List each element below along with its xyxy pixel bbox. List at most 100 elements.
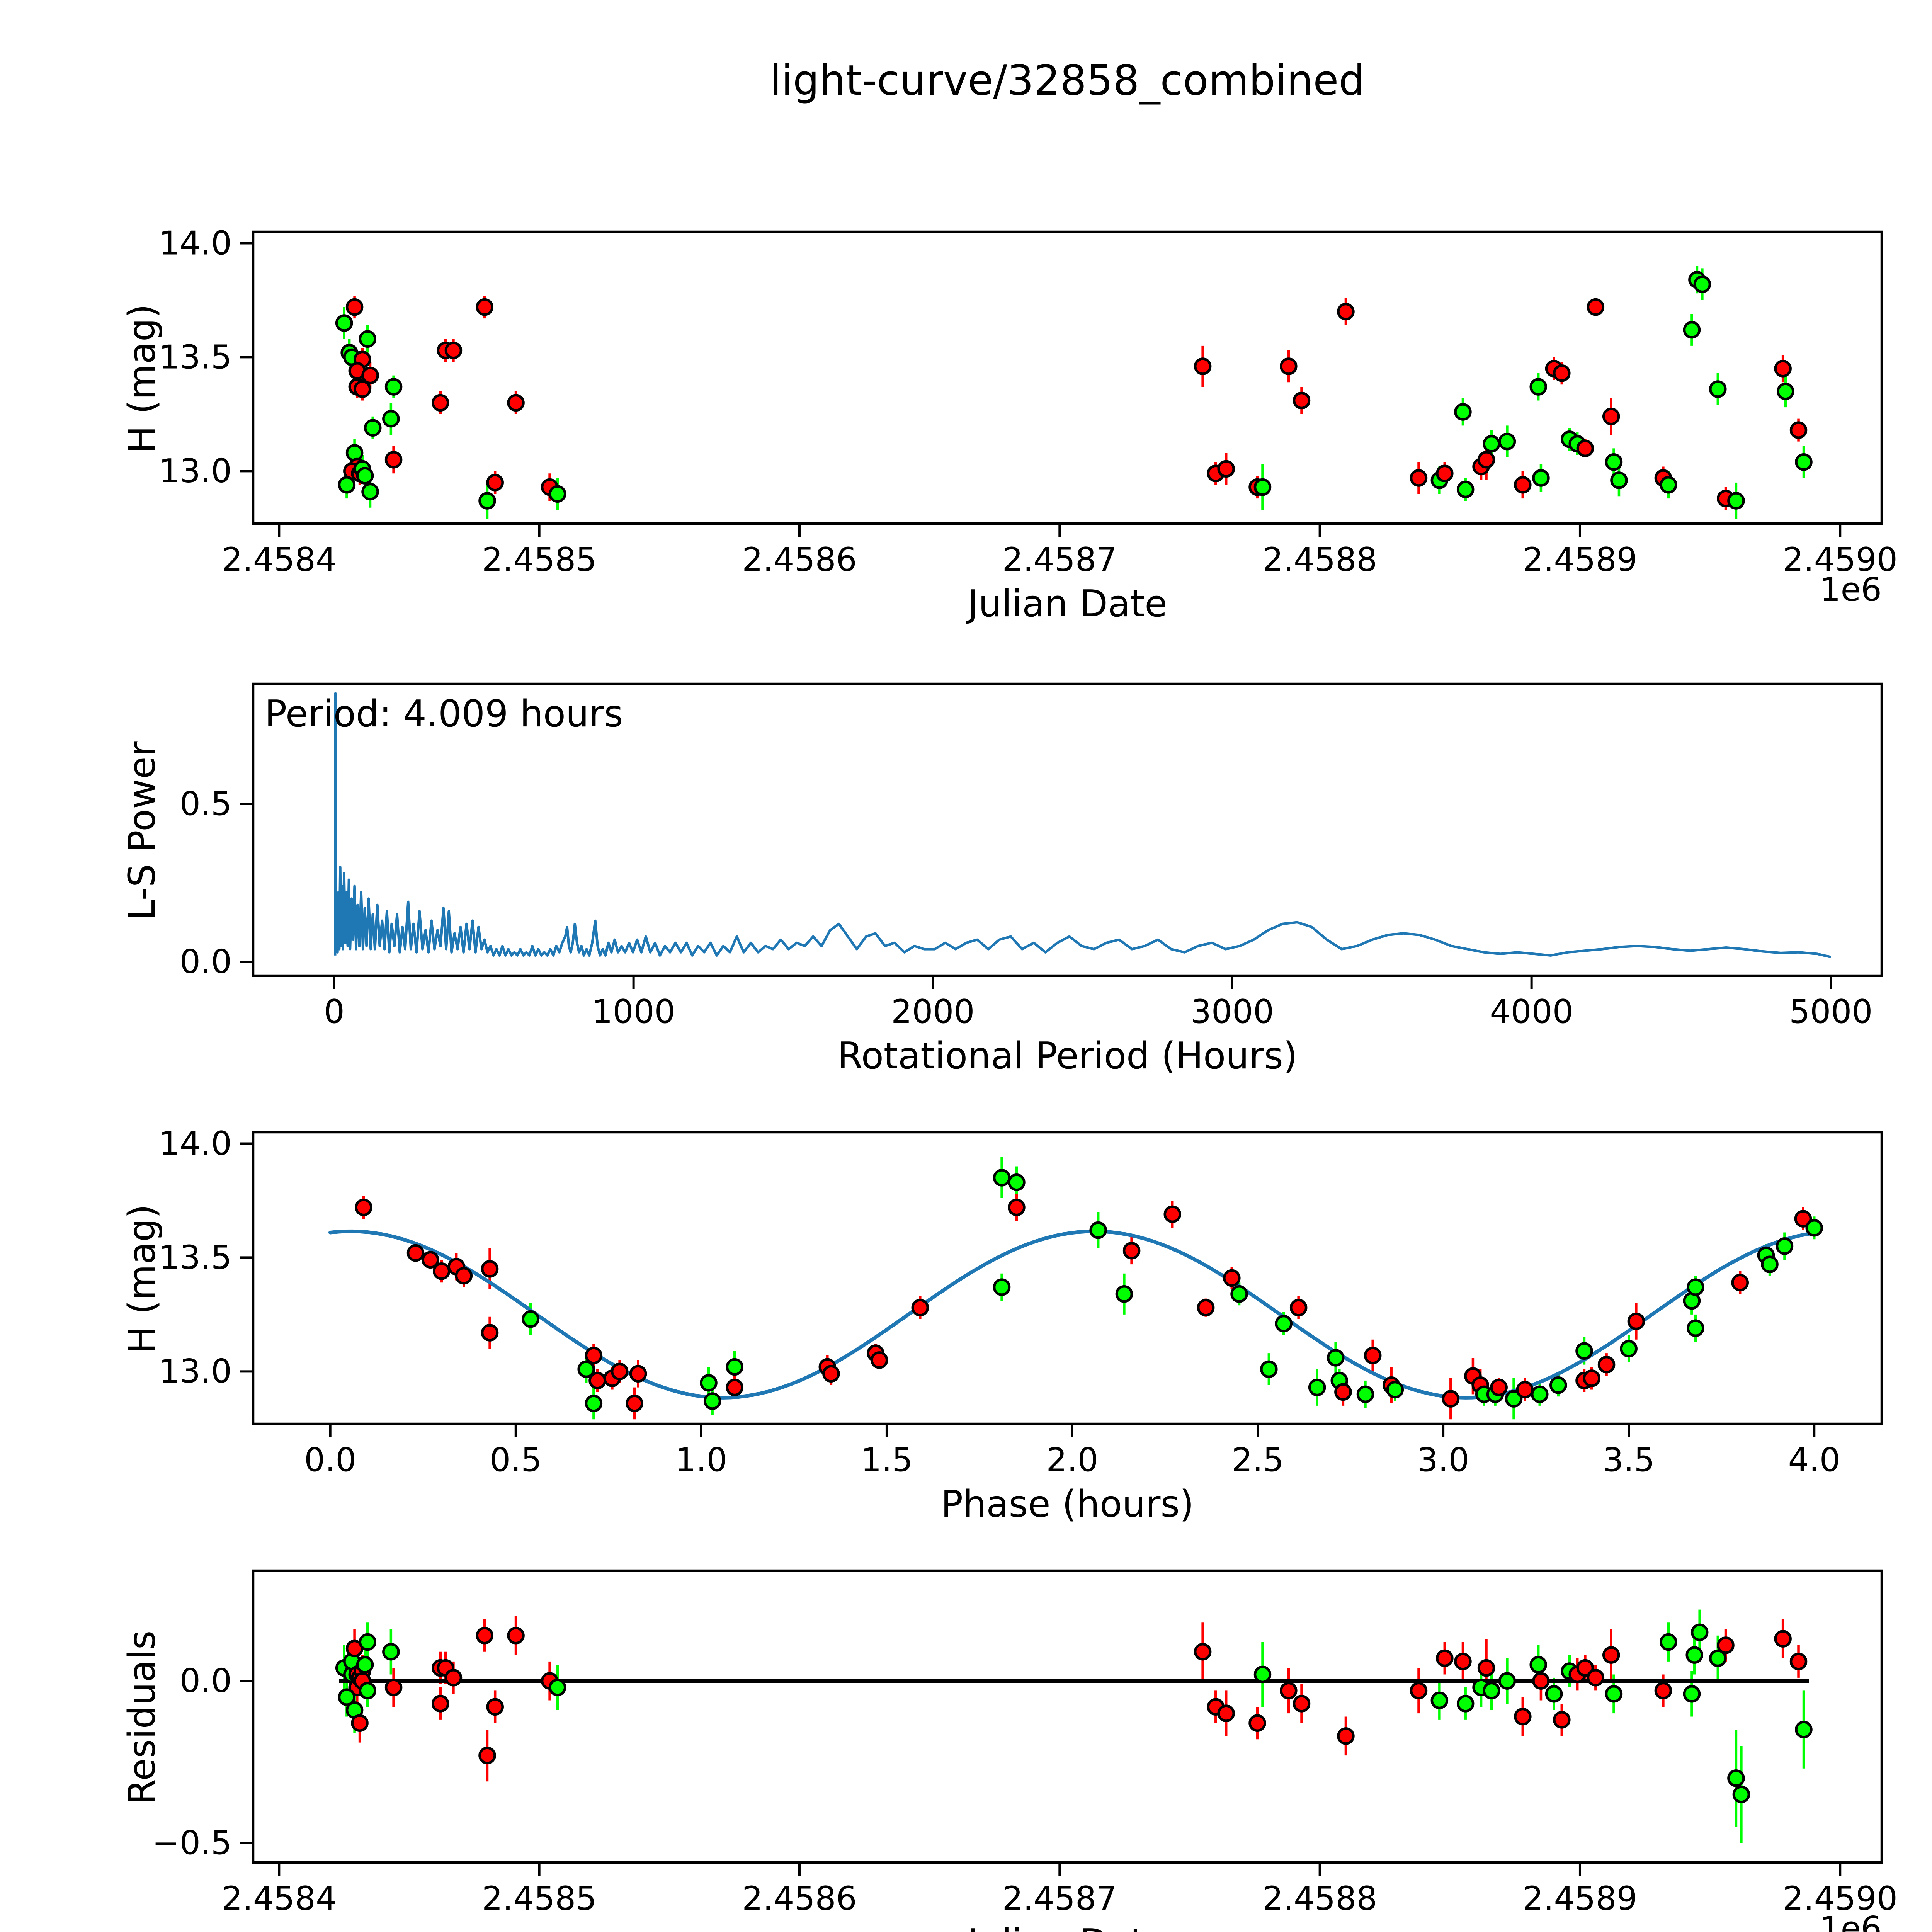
y-tick-label: 13.0 xyxy=(159,452,232,490)
data-point xyxy=(1436,464,1454,482)
y-tick-label: 0.0 xyxy=(180,1662,232,1700)
data-point xyxy=(444,1669,463,1687)
data-point xyxy=(1605,1685,1623,1703)
data-point xyxy=(486,1698,504,1716)
data-point xyxy=(1531,1385,1549,1403)
axis-spine xyxy=(252,1569,1883,1864)
data-point xyxy=(1483,435,1500,453)
p1-y-axis-label: H (mag) xyxy=(122,303,164,452)
p1-x-axis-label: Julian Date xyxy=(968,583,1167,626)
data-point xyxy=(1805,1219,1823,1237)
axis-spine xyxy=(252,230,1883,525)
data-point xyxy=(476,1627,494,1645)
data-point xyxy=(522,1310,539,1328)
data-point xyxy=(1430,1691,1449,1709)
x-tick-label: 2.4587 xyxy=(1002,541,1117,579)
data-point xyxy=(345,444,364,462)
data-point xyxy=(703,1392,721,1410)
data-point xyxy=(1583,1369,1600,1387)
data-point xyxy=(1727,492,1745,510)
data-point xyxy=(1115,1285,1133,1303)
data-point xyxy=(1337,303,1355,321)
data-point xyxy=(486,474,504,492)
p2-x-axis-label: Rotational Period (Hours) xyxy=(837,1036,1298,1078)
data-point xyxy=(993,1169,1011,1187)
data-point xyxy=(1777,383,1794,400)
data-point xyxy=(1575,1342,1593,1360)
data-point xyxy=(1709,1649,1727,1667)
axis-spine xyxy=(252,1131,1883,1425)
data-point xyxy=(1454,1653,1472,1670)
data-point xyxy=(1545,1685,1563,1703)
y-tick-label: 14.0 xyxy=(159,1124,232,1163)
data-point xyxy=(577,1360,595,1378)
p3-y-axis-label: H (mag) xyxy=(122,1203,164,1353)
x-tick-label: 2.5 xyxy=(1231,1441,1284,1479)
data-point xyxy=(726,1358,744,1376)
data-point xyxy=(870,1351,888,1369)
data-point xyxy=(1774,360,1792,378)
data-point xyxy=(1514,1708,1532,1726)
data-point xyxy=(1386,1381,1404,1399)
data-point xyxy=(1122,1242,1141,1260)
data-point xyxy=(1732,1786,1750,1803)
data-point xyxy=(1685,1646,1703,1664)
x-tick-label: 2.4588 xyxy=(1262,541,1377,579)
data-point xyxy=(1514,476,1532,494)
data-point xyxy=(1194,1643,1212,1661)
data-point xyxy=(1456,480,1475,498)
data-point xyxy=(338,476,356,494)
y-tick-label: 0.0 xyxy=(180,943,232,981)
data-point xyxy=(1008,1173,1026,1191)
data-point xyxy=(364,419,382,437)
data-point xyxy=(1217,1704,1235,1722)
x-tick-label: 2.4589 xyxy=(1522,541,1637,579)
data-point xyxy=(1089,1221,1107,1239)
p4-y-axis-label: Residuals xyxy=(122,1629,164,1804)
data-point xyxy=(1275,1315,1293,1333)
data-point xyxy=(1553,364,1571,382)
data-point xyxy=(455,1267,473,1285)
data-point xyxy=(1529,378,1547,396)
data-point xyxy=(1602,1646,1620,1664)
data-point xyxy=(359,1682,377,1700)
data-point xyxy=(478,1747,496,1764)
data-point xyxy=(335,314,353,332)
data-point xyxy=(1597,1355,1616,1374)
data-point xyxy=(1327,1349,1345,1367)
data-point xyxy=(432,1262,451,1280)
data-point xyxy=(354,380,371,398)
data-point xyxy=(588,1372,606,1389)
p3-x-axis-label: Phase (hours) xyxy=(940,1484,1194,1526)
data-point xyxy=(481,1260,499,1278)
x-tick-label: 2000 xyxy=(891,993,975,1031)
data-point xyxy=(1660,476,1677,494)
data-point xyxy=(1356,1385,1374,1403)
data-point xyxy=(1334,1383,1352,1401)
data-point xyxy=(1717,1636,1735,1654)
data-point xyxy=(1516,1381,1534,1399)
data-point xyxy=(1008,1198,1026,1216)
data-point xyxy=(507,1627,525,1645)
p4-x-axis-label: Julian Date xyxy=(253,1922,1882,1932)
x-tick-label: 2.4588 xyxy=(1262,1879,1377,1918)
data-point xyxy=(1731,1274,1749,1292)
x-tick-label: 0 xyxy=(324,993,345,1031)
data-point xyxy=(1687,1278,1704,1296)
data-point xyxy=(1454,403,1472,421)
data-point xyxy=(1436,1649,1454,1667)
data-point xyxy=(1498,432,1516,451)
data-point xyxy=(1289,1299,1308,1316)
axis-spine xyxy=(252,682,1883,977)
data-point xyxy=(1490,1378,1508,1396)
data-point xyxy=(726,1378,744,1396)
figure-title: light-curve/32858_combined xyxy=(770,58,1365,106)
x-tick-label: 4.0 xyxy=(1788,1441,1840,1479)
data-point xyxy=(700,1374,718,1392)
x-tick-label: 1.0 xyxy=(675,1441,727,1479)
data-point xyxy=(1794,1210,1812,1228)
data-point xyxy=(1498,1672,1516,1690)
y-tick-label: 13.5 xyxy=(159,1238,232,1277)
data-point xyxy=(1690,1623,1709,1641)
